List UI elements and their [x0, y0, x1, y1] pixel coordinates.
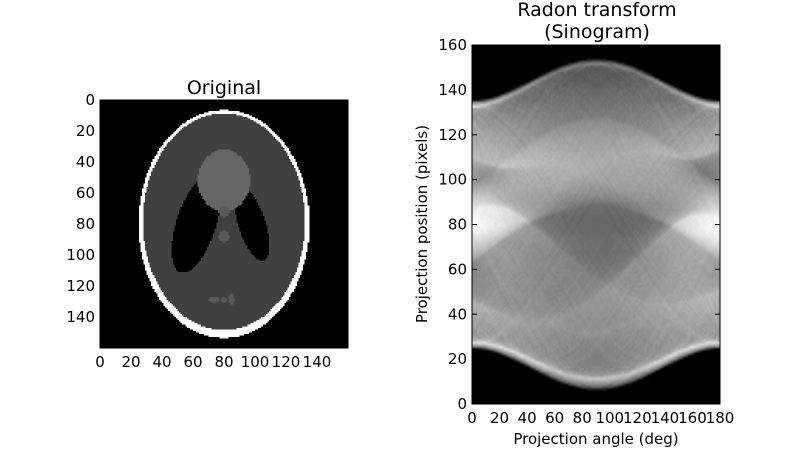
sinogram-ticks: 0 20 40 60 80 1001201401601800204060801001201… [438, 36, 734, 427]
original-x-tick-label: 120 [272, 353, 301, 371]
original-x-tick-label: 20 [121, 353, 140, 371]
original-image [100, 100, 348, 348]
sinogram-y-tick-label: 100 [438, 171, 467, 189]
sinogram-x-tick-label: 0 [467, 409, 477, 427]
sinogram-x-tick-label: 160 [678, 409, 707, 427]
sinogram-x-tick-label: 20 [490, 409, 509, 427]
original-y-tick-label: 100 [66, 246, 95, 264]
original-y-tick-label: 60 [76, 184, 95, 202]
sinogram-image-wrap [472, 45, 720, 404]
sinogram-y-tick-label: 40 [448, 305, 467, 323]
original-title: Original [187, 77, 261, 99]
sinogram-image [472, 45, 720, 404]
sinogram-y-tick-label: 80 [448, 216, 467, 234]
original-y-tick-label: 40 [76, 153, 95, 171]
sinogram-y-tick-label: 120 [438, 126, 467, 144]
sinogram-ylabel: Projection position (pixels) [413, 125, 431, 323]
sinogram-y-tick-label: 160 [438, 36, 467, 54]
sinogram-title-line2: (Sinogram) [544, 21, 650, 43]
sinogram-y-tick-label: 20 [448, 350, 467, 368]
original-panel: Original 0 20 40 60 80 100 120 1400204060801001… [66, 77, 349, 371]
sinogram-title-line1: Radon transform [517, 0, 676, 21]
sinogram-y-tick-label: 60 [448, 260, 467, 278]
sinogram-y-tick-label: 0 [457, 395, 467, 413]
sinogram-x-tick-label: 120 [623, 409, 652, 427]
original-x-tick-label: 80 [214, 353, 233, 371]
sinogram-x-tick-label: 100 [595, 409, 624, 427]
sinogram-y-tick-label: 140 [438, 81, 467, 99]
original-x-tick-label: 40 [152, 353, 171, 371]
original-x-tick-label: 60 [183, 353, 202, 371]
original-image-wrap [100, 100, 348, 348]
original-x-tick-label: 140 [303, 353, 332, 371]
original-y-tick-label: 120 [66, 277, 95, 295]
sinogram-x-tick-label: 80 [573, 409, 592, 427]
sinogram-panel: Radon transform (Sinogram) 0 20 40 60 80 1001… [413, 0, 734, 448]
original-x-tick-label: 100 [241, 353, 270, 371]
sinogram-x-tick-label: 180 [706, 409, 735, 427]
sinogram-x-tick-label: 140 [651, 409, 680, 427]
sinogram-xlabel: Projection angle (deg) [513, 430, 678, 448]
original-x-tick-label: 0 [95, 353, 105, 371]
original-y-tick-label: 80 [76, 215, 95, 233]
original-y-tick-label: 20 [76, 122, 95, 140]
sinogram-x-tick-label: 60 [545, 409, 564, 427]
original-y-tick-label: 140 [66, 308, 95, 326]
sinogram-x-tick-label: 40 [518, 409, 537, 427]
original-y-tick-label: 0 [85, 91, 95, 109]
